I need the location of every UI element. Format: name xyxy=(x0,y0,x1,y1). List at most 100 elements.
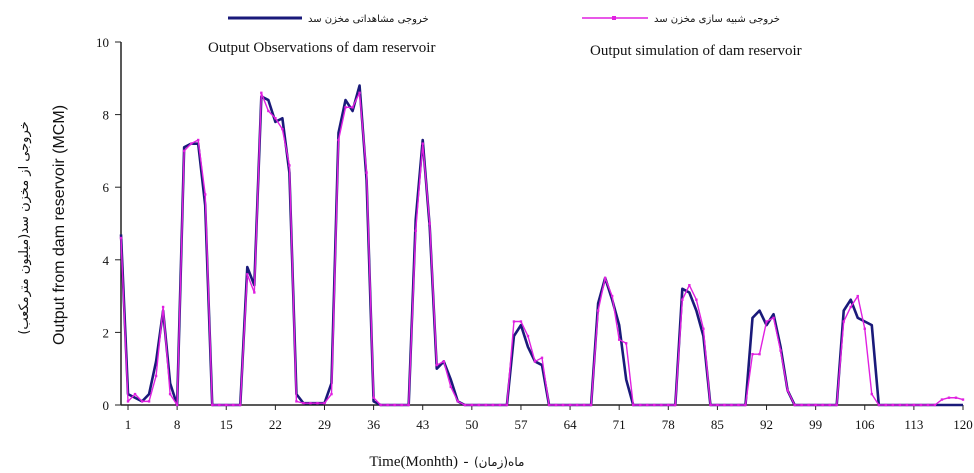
series-simulated-point xyxy=(218,403,221,407)
series-simulated-point xyxy=(281,127,284,131)
series-simulated-point xyxy=(267,109,270,113)
series-simulated-point xyxy=(260,91,263,95)
series-layer xyxy=(119,84,965,407)
series-simulated-point xyxy=(372,396,375,399)
series-simulated-point xyxy=(358,91,361,95)
series-simulated-point xyxy=(379,403,382,407)
series-simulated-point xyxy=(126,400,130,403)
axes: 0 2 4 6 8 10 1 8 15 22 29 36 43 50 57 64 71 78 85 92 99 106 11… xyxy=(96,35,973,432)
x-axis-label-separator: - xyxy=(464,454,469,470)
x-axis-label-fa: ماه(زمان) xyxy=(474,455,524,470)
series-simulated-point xyxy=(519,320,523,323)
x-tick-label: 64 xyxy=(564,417,578,432)
series-simulated-point xyxy=(730,403,733,407)
series-simulated-point xyxy=(716,403,719,407)
y-tick-label: 2 xyxy=(103,325,110,340)
series-simulated-point xyxy=(393,403,396,407)
x-tick-label: 22 xyxy=(269,417,282,432)
series-simulated-point xyxy=(688,284,691,287)
x-tick-label: 92 xyxy=(760,417,773,432)
series-simulated-point xyxy=(232,403,235,407)
x-axis-label-en: Time(Monhth) xyxy=(369,454,458,470)
series-simulated-point xyxy=(498,403,502,407)
series-simulated-point xyxy=(449,385,452,389)
series-simulated-point xyxy=(807,403,810,407)
legend-observed-label-fa: خروجی مشاهداتی مخزن سد xyxy=(308,14,429,25)
x-tick-label: 8 xyxy=(174,417,181,432)
series-simulated-point xyxy=(723,403,726,407)
series-simulated-point xyxy=(442,360,445,363)
series-simulated-point xyxy=(610,294,614,298)
series-simulated-point xyxy=(603,276,607,280)
series-simulated-point xyxy=(835,403,838,407)
series-simulated-point xyxy=(168,392,172,396)
series-simulated-point xyxy=(302,401,305,405)
x-tick-label: 120 xyxy=(953,417,973,432)
series-simulated-point xyxy=(316,401,319,405)
legend: خروجی مشاهداتی مخزن سد Output Observatio… xyxy=(208,14,802,59)
series-simulated-point xyxy=(505,403,509,407)
series-simulated-point xyxy=(575,403,579,407)
series-simulated-point xyxy=(196,138,200,142)
series-simulated-point xyxy=(295,400,298,403)
series-simulated-point xyxy=(849,305,852,309)
x-tick-label: 78 xyxy=(662,417,675,432)
series-simulated-point xyxy=(484,403,488,407)
series-simulated-point xyxy=(554,403,558,407)
series-simulated-point xyxy=(912,403,916,407)
series-simulated-point xyxy=(309,401,312,405)
x-tick-label: 113 xyxy=(904,417,923,432)
series-simulated-point xyxy=(154,374,158,378)
series-simulated-point xyxy=(119,236,123,240)
x-tick-label: 57 xyxy=(514,417,528,432)
series-simulated-point xyxy=(695,298,698,301)
series-simulated-point xyxy=(175,403,179,407)
x-axis-label: Time(Monhth) - ماه(زمان) xyxy=(369,454,524,470)
series-simulated-point xyxy=(463,403,467,407)
series-simulated-point xyxy=(954,396,958,399)
series-simulated-point xyxy=(674,403,677,407)
y-tick-label: 10 xyxy=(96,35,109,50)
series-simulated-point xyxy=(246,273,249,276)
series-simulated-point xyxy=(919,403,923,407)
series-simulated-point xyxy=(133,392,137,396)
series-simulated-point xyxy=(365,171,368,174)
series-simulated-point xyxy=(596,309,600,312)
series-simulated-point xyxy=(905,403,909,407)
series-simulated-point xyxy=(211,403,214,407)
legend-simulated-label-fa: خروجی شبیه سازی مخزن سد xyxy=(654,14,780,25)
legend-observed-label-en: Output Observations of dam reservoir xyxy=(208,40,435,56)
series-simulated-point xyxy=(877,403,880,407)
x-tick-label: 85 xyxy=(711,417,724,432)
series-simulated-point xyxy=(709,403,712,407)
series-simulated-point xyxy=(351,106,354,109)
y-tick-label: 4 xyxy=(103,253,110,268)
series-simulated-point xyxy=(653,403,656,407)
series-simulated-point xyxy=(386,403,389,407)
series-simulated-point xyxy=(926,403,930,407)
x-tick-label: 50 xyxy=(465,417,478,432)
x-tick-label: 99 xyxy=(809,417,822,432)
series-simulated-point xyxy=(758,352,761,356)
series-simulated-point xyxy=(898,403,902,407)
series-simulated-point xyxy=(274,117,277,120)
series-simulated-point xyxy=(793,403,796,407)
x-tick-label: 29 xyxy=(318,417,331,432)
series-simulated-point xyxy=(800,403,803,407)
series-simulated-point xyxy=(660,403,663,407)
series-simulated-point xyxy=(870,392,873,396)
series-simulated-point xyxy=(407,403,410,407)
series-simulated-point xyxy=(947,396,951,399)
series-simulated-point xyxy=(414,229,417,232)
series-simulated-point xyxy=(239,403,242,407)
series-simulated-point xyxy=(744,403,747,407)
series-simulated-point xyxy=(589,403,593,407)
series-simulated-point xyxy=(421,142,424,145)
series-simulated-point xyxy=(547,403,551,407)
y-axis-label: خروجی از مخزن سد(میلیون مترمکعب) xyxy=(17,121,32,334)
series-simulated-point xyxy=(323,401,326,405)
series-simulated-point xyxy=(225,403,228,407)
series-simulated-point xyxy=(828,403,831,407)
series-simulated-point xyxy=(491,403,495,407)
